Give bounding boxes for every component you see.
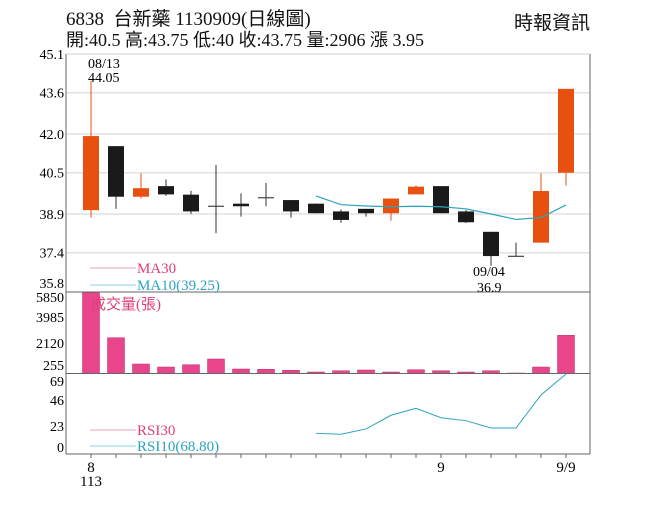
- volume-bar: [357, 369, 375, 374]
- rsi30-legend: RSI30: [137, 423, 175, 439]
- candle-down: [333, 211, 349, 220]
- volume-bar: [132, 363, 150, 374]
- volume-tick-label: 2120: [36, 337, 64, 352]
- high-value-label: 44.05: [88, 71, 120, 86]
- volume-bar: [532, 366, 550, 374]
- candle-down: [108, 146, 124, 197]
- volume-bar: [557, 335, 575, 374]
- x-tick-label: 8: [87, 460, 95, 476]
- price-tick-label: 45.1: [40, 48, 65, 63]
- rsi-tick-label: 0: [57, 441, 64, 456]
- quote-summary: 開:40.5 高:43.75 低:40 收:43.75 量:2906 漲 3.9…: [66, 30, 425, 50]
- rsi10-legend: RSI10(68.80): [137, 439, 219, 455]
- chart-title: 6838 台新藥 1130909(日線圖): [66, 9, 311, 30]
- candle-up: [408, 186, 424, 195]
- price-tick-label: 42.0: [40, 128, 65, 143]
- low-value-label: 36.9: [477, 281, 502, 296]
- rsi-tick-label: 46: [50, 394, 64, 409]
- ma30-legend: MA30: [137, 261, 176, 277]
- volume-bar: [232, 368, 250, 374]
- rsi-tick-label: 69: [50, 375, 64, 390]
- volume-tick-label: 255: [43, 359, 64, 374]
- candle-down: [358, 208, 374, 214]
- price-tick-label: 35.8: [40, 277, 65, 292]
- candle-down: [183, 194, 199, 212]
- price-tick-label: 38.9: [40, 208, 65, 223]
- volume-tick-label: 5850: [36, 291, 64, 306]
- volume-bar: [182, 364, 200, 374]
- candle-down: [458, 211, 474, 223]
- rsi-tick-label: 23: [50, 420, 64, 435]
- volume-bar: [207, 358, 225, 374]
- high-date-label: 08/13: [88, 57, 120, 72]
- price-tick-label: 37.4: [40, 247, 65, 262]
- volume-tick-label: 3985: [36, 311, 64, 326]
- candle-down: [158, 186, 174, 195]
- volume-bar: [107, 337, 125, 374]
- source-label: 時報資訊: [513, 13, 590, 34]
- x-tick-label: 9: [437, 460, 445, 476]
- candle-down: [433, 186, 449, 214]
- candle-down: [233, 203, 249, 207]
- candle-up: [83, 136, 99, 211]
- volume-label: 成交量(張): [91, 295, 161, 313]
- candle-up: [533, 191, 549, 243]
- volume-bar: [257, 369, 275, 374]
- x-tick-sublabel: 113: [80, 474, 102, 490]
- candle-down: [483, 231, 499, 257]
- candle-down: [283, 200, 299, 212]
- x-tick-label: 9/9: [556, 460, 575, 476]
- ma10-legend: MA10(39.25): [137, 278, 220, 294]
- volume-bar: [157, 366, 175, 374]
- candle-up: [383, 198, 399, 214]
- rsi10-line: [315, 373, 567, 435]
- volume-bar: [407, 369, 425, 374]
- price-tick-label: 43.6: [40, 87, 65, 102]
- ma10-line: [315, 195, 567, 221]
- price-tick-label: 40.5: [40, 167, 65, 182]
- candle-up: [133, 188, 149, 197]
- low-date-label: 09/04: [473, 265, 505, 280]
- candle-up: [558, 88, 574, 173]
- candle-down: [308, 203, 324, 214]
